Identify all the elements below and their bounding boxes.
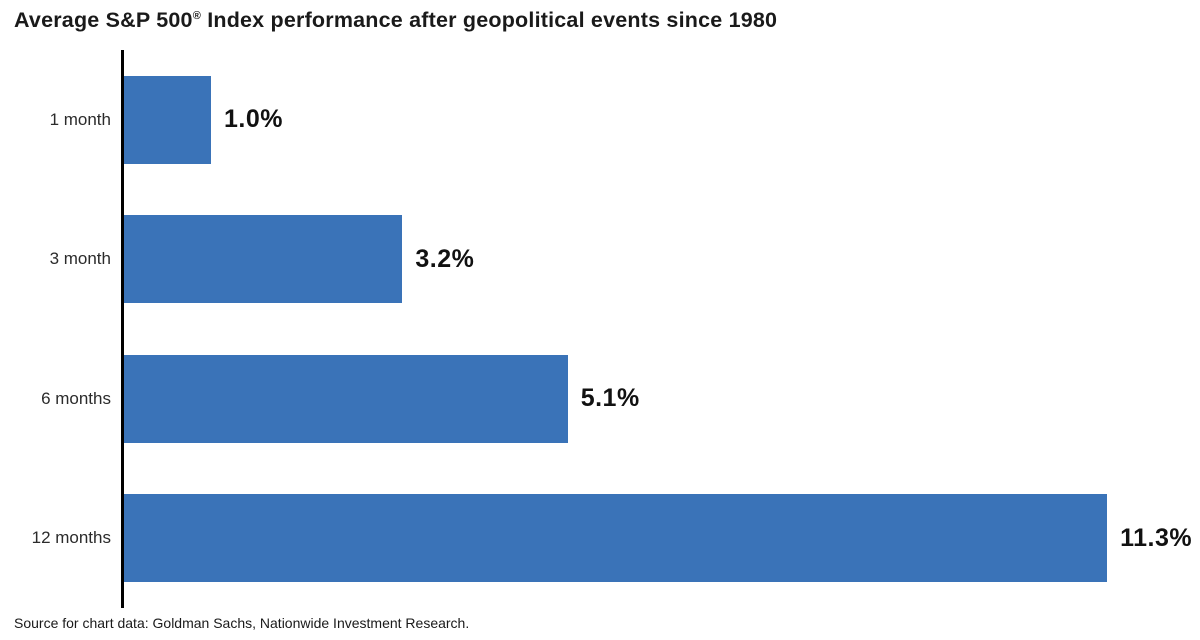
chart-title-pre: Average S&P 500 [14,8,193,32]
bar [124,75,211,164]
value-label: 5.1% [580,384,640,413]
category-axis-labels: 1 month 3 month 6 months 12 months [0,50,121,608]
category-label: 3 month [49,249,111,269]
value-label: 3.2% [415,244,475,273]
category-label: 12 months [31,528,111,548]
bar-row: 1.0% [124,50,1200,190]
category-label: 1 month [49,109,111,129]
bar [124,494,1108,583]
bar-row: 5.1% [124,329,1200,469]
bar [124,215,403,304]
plot-area: 1.0% 3.2% 5.1% 11.3% [121,50,1200,608]
bar [124,354,568,443]
chart-title-post: Index performance after geopolitical eve… [201,8,778,32]
bar-chart: 1 month 3 month 6 months 12 months 1.0% … [0,50,1200,608]
bar-row: 3.2% [124,190,1200,330]
value-label: 11.3% [1120,523,1193,552]
chart-title: Average S&P 500® Index performance after… [14,8,777,33]
source-note: Source for chart data: Goldman Sachs, Na… [14,615,470,631]
category-label: 6 months [41,388,111,408]
bar-row: 11.3% [124,469,1200,609]
registered-trademark-symbol: ® [192,9,202,22]
value-label: 1.0% [224,105,283,134]
